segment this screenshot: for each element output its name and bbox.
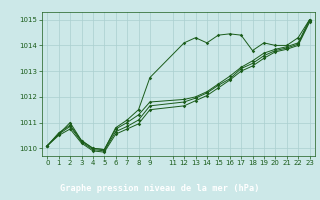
Text: Graphe pression niveau de la mer (hPa): Graphe pression niveau de la mer (hPa) [60,184,260,193]
